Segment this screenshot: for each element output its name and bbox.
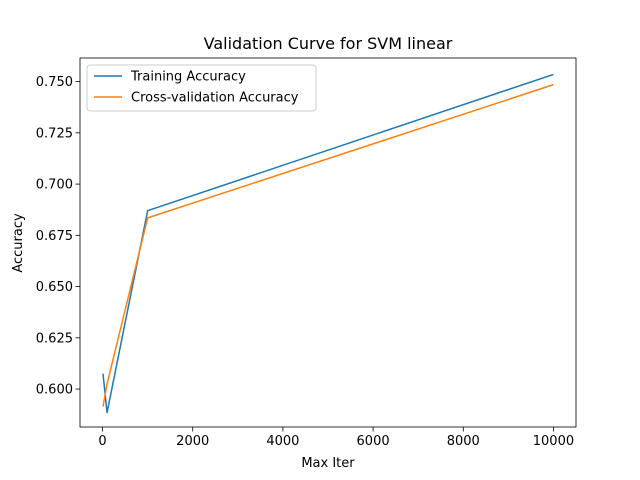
legend: Training Accuracy Cross-validation Accura… [86,64,317,112]
x-tick-label: 6000 [357,434,390,449]
x-tick-label: 10000 [533,434,574,449]
series-line-cross-validation-accuracy [102,83,554,407]
plot-area: 0 2000 4000 6000 8000 10000 0.600 0.625 0.650 0.6… [36,57,577,449]
y-tick-label: 0.650 [36,280,73,295]
y-tick-label: 0.675 [36,229,73,244]
axes-frame [79,57,577,428]
x-tick-label: 4000 [266,434,299,449]
y-tick-label: 0.700 [36,178,73,193]
y-tick-label: 0.725 [36,126,73,141]
x-tick-label: 2000 [176,434,209,449]
y-tick-label: 0.750 [36,75,73,90]
chart-title: Validation Curve for SVM linear [204,34,453,53]
y-tick-label: 0.600 [36,383,73,398]
x-tick-label: 8000 [447,434,480,449]
x-tick-label: 0 [98,434,106,449]
legend-label: Cross-validation Accuracy [131,91,299,106]
legend-box [86,64,317,112]
y-tick-label: 0.625 [36,331,73,346]
x-axis-label: Max Iter [301,456,355,471]
legend-label: Training Accuracy [130,70,246,85]
y-axis-label: Accuracy [11,213,26,273]
